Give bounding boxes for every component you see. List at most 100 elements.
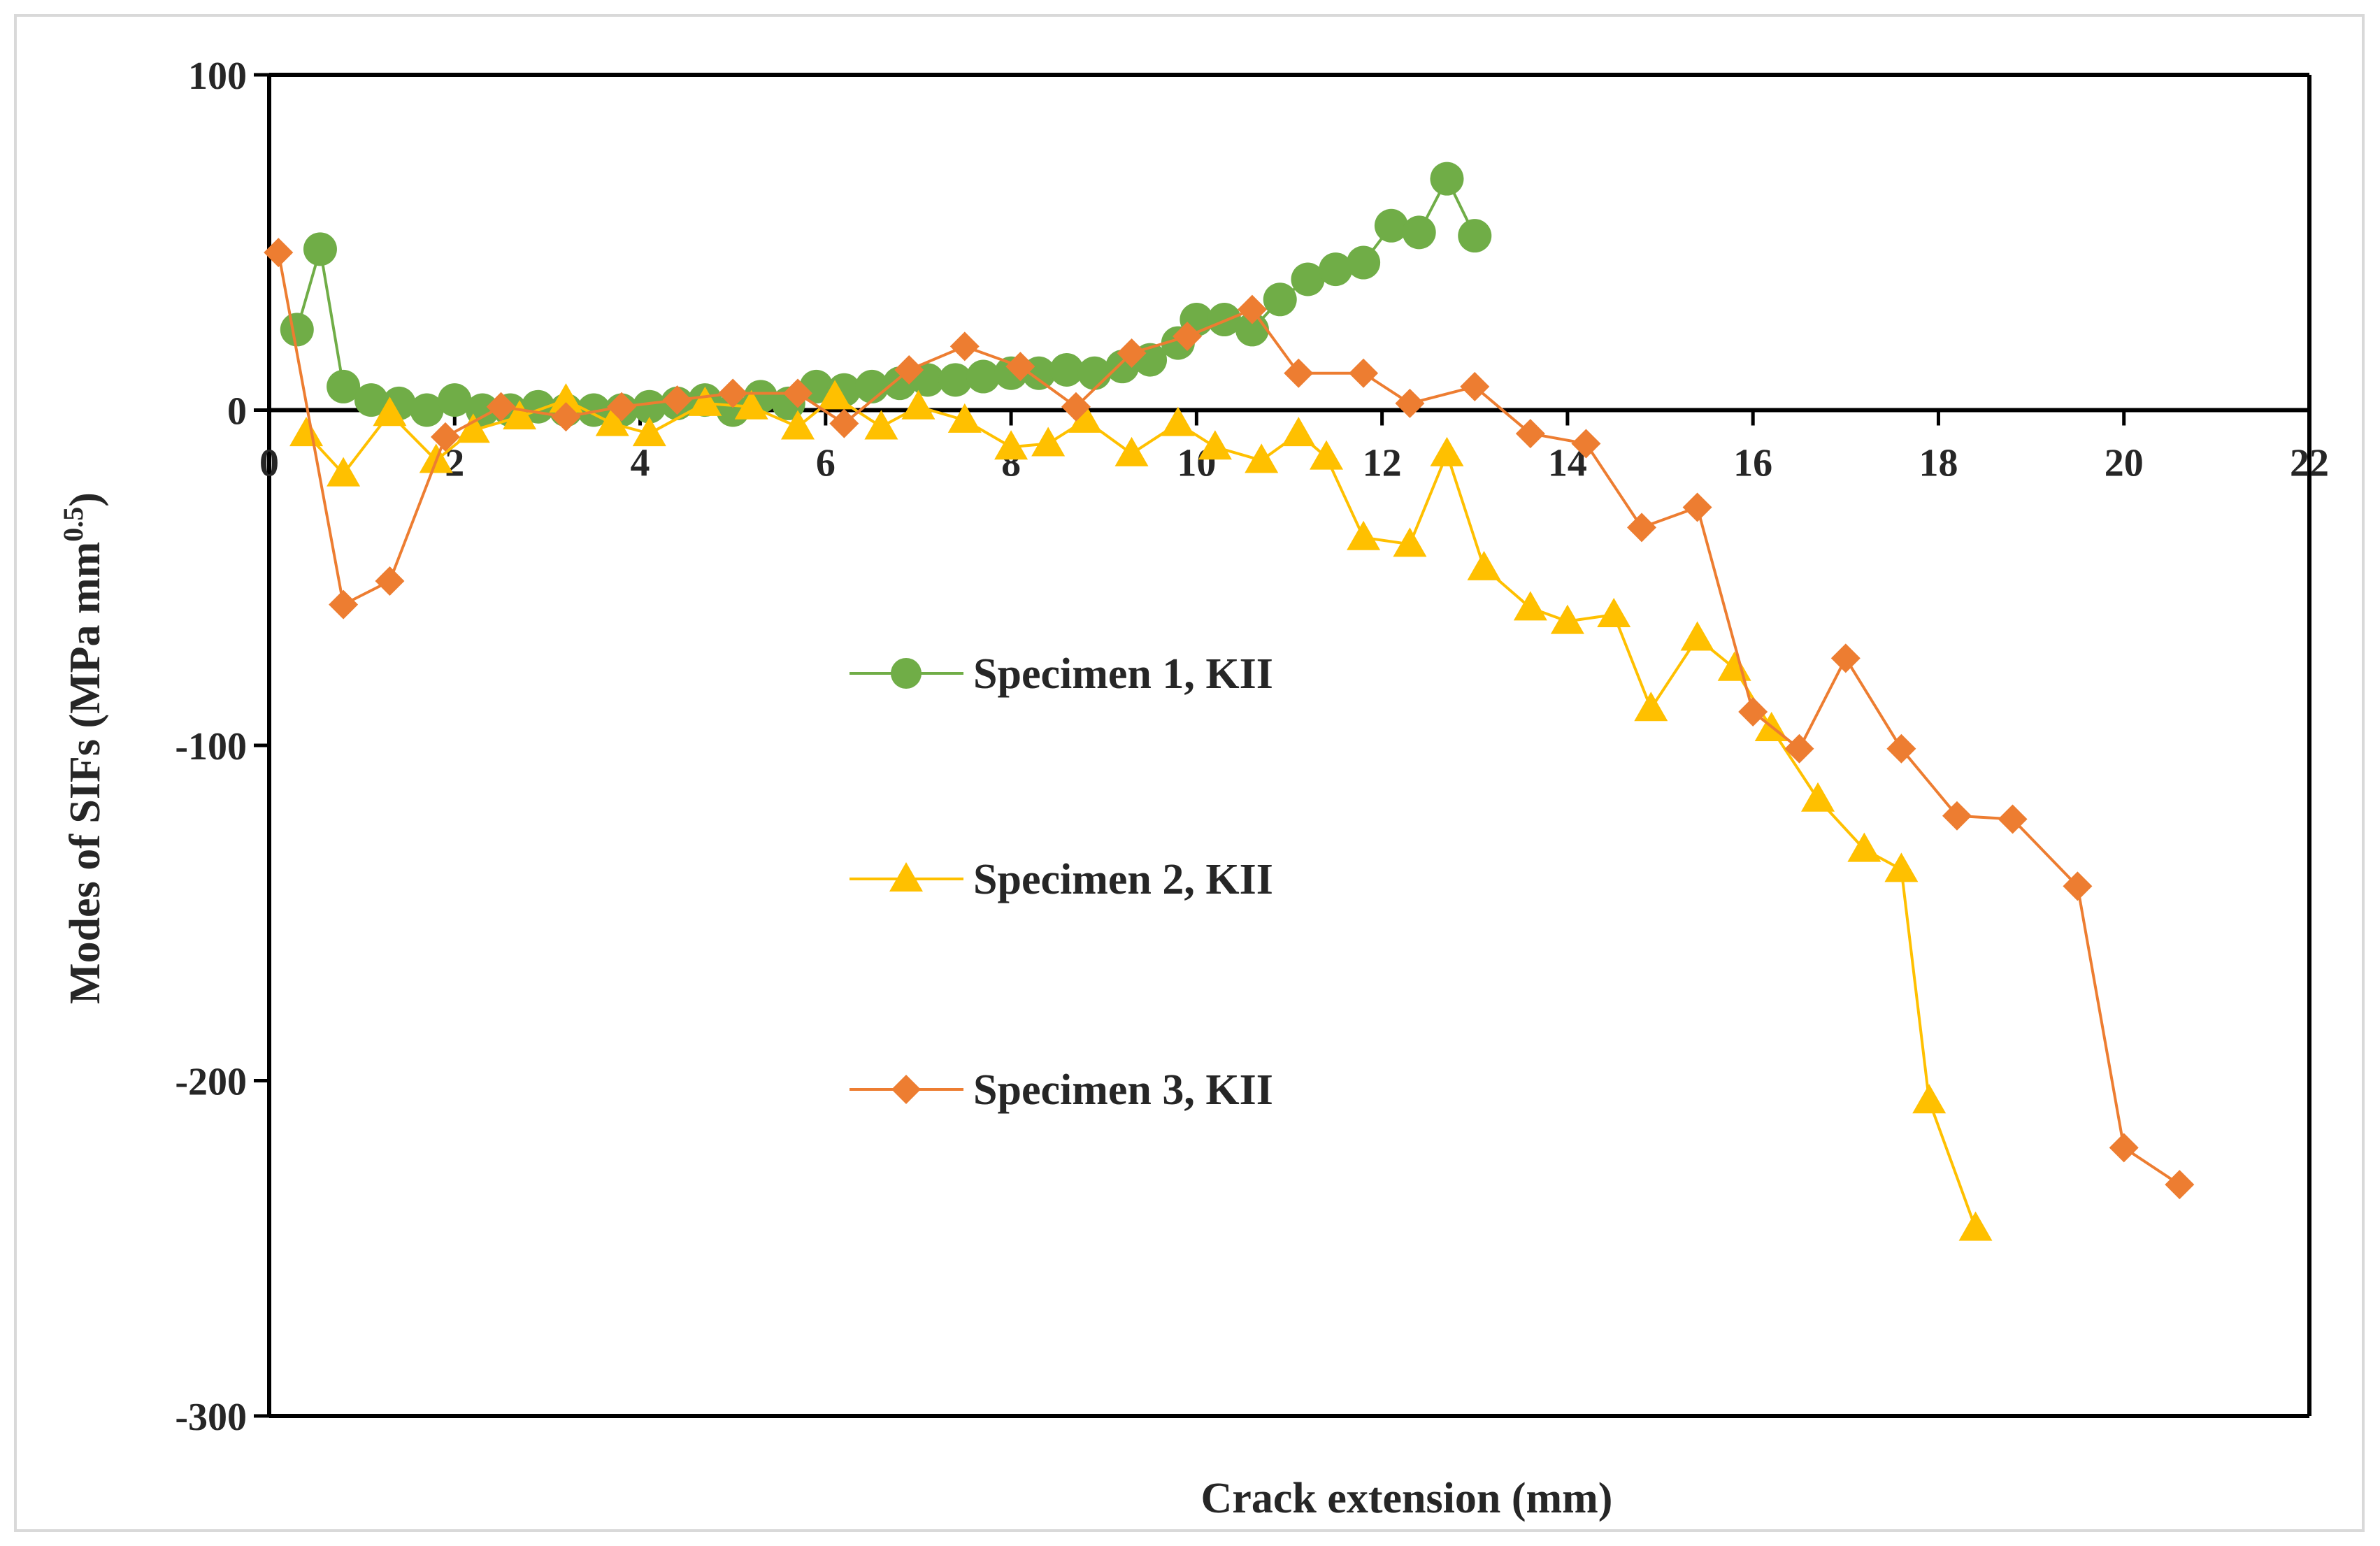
- data-point: [1634, 692, 1668, 722]
- data-point: [864, 410, 898, 440]
- y-tick-label: -200: [175, 1061, 247, 1104]
- data-point: [783, 378, 813, 408]
- y-axis-title-main: Modes of SIFs (MPa mm: [62, 542, 109, 1004]
- data-point: [1349, 358, 1379, 388]
- data-point: [632, 417, 666, 447]
- x-tick-label: 12: [1363, 442, 1402, 485]
- data-point: [1068, 403, 1103, 433]
- data-point: [718, 378, 748, 408]
- x-tick-label: 22: [2290, 442, 2329, 485]
- axes: [267, 73, 2311, 1418]
- data-point: [1430, 162, 1464, 196]
- data-point: [994, 430, 1028, 460]
- data-point: [595, 406, 629, 436]
- data-point: [1347, 245, 1381, 280]
- data-point: [781, 410, 815, 440]
- data-point: [354, 383, 388, 417]
- data-point: [734, 389, 768, 420]
- x-tick-label: 4: [631, 442, 650, 485]
- data-point: [329, 589, 359, 620]
- data-point: [1291, 262, 1325, 296]
- data-point: [438, 383, 472, 417]
- data-point: [1310, 440, 1344, 470]
- series-layer: [264, 162, 2195, 1241]
- legend-marker-triangle-icon: [889, 862, 923, 892]
- data-point: [1597, 597, 1631, 627]
- x-tick-label: 0: [259, 442, 279, 485]
- legend-label-specimen-2: Specimen 2, KII: [973, 856, 1273, 903]
- data-point: [1571, 429, 1601, 459]
- data-point: [1319, 252, 1353, 287]
- data-point: [1393, 527, 1427, 557]
- data-point: [632, 389, 666, 424]
- data-point: [486, 392, 516, 422]
- data-point: [1784, 733, 1814, 764]
- data-point: [1061, 392, 1091, 422]
- data-point: [1077, 356, 1112, 390]
- chart-frame: [14, 14, 2365, 1532]
- data-point: [1284, 358, 1314, 388]
- data-point: [1237, 294, 1267, 324]
- data-point: [410, 393, 444, 427]
- y-axis-title-close: ): [62, 492, 109, 507]
- series-specimen-1-kii: [280, 162, 1492, 427]
- data-point: [327, 457, 361, 487]
- data-point: [289, 417, 324, 447]
- y-tick-label: 0: [227, 390, 247, 434]
- data-point: [1282, 417, 1316, 447]
- data-point: [1395, 388, 1425, 418]
- data-point: [1627, 513, 1657, 543]
- data-point: [1942, 801, 1972, 831]
- data-point: [303, 232, 337, 266]
- x-tick-label: 16: [1733, 442, 1772, 485]
- data-point: [1173, 322, 1203, 352]
- data-point: [1031, 427, 1066, 457]
- data-point: [1005, 352, 1035, 382]
- legend-marker-diamond-icon: [891, 1075, 921, 1104]
- data-point: [1998, 804, 2028, 834]
- data-point: [1801, 782, 1835, 812]
- data-point: [966, 359, 1001, 394]
- data-point: [1161, 406, 1195, 436]
- y-axis-title-sup: 0.5: [57, 507, 89, 542]
- data-point: [2063, 871, 2093, 901]
- legend-item-specimen-3: Specimen 3, KII: [850, 1066, 1273, 1114]
- data-point: [829, 408, 859, 438]
- x-tick-label: 6: [816, 442, 836, 485]
- y-tick-label: 100: [188, 55, 247, 98]
- data-point: [1347, 520, 1381, 550]
- data-point: [373, 396, 407, 427]
- legend-item-specimen-2: Specimen 2, KII: [850, 856, 1273, 903]
- x-tick-label: 18: [1919, 442, 1958, 485]
- data-point: [280, 313, 314, 347]
- legend-marker-circle-icon: [891, 658, 922, 689]
- data-point: [2109, 1133, 2139, 1163]
- data-point: [1198, 430, 1232, 460]
- data-point: [938, 363, 973, 397]
- data-point: [688, 386, 722, 416]
- data-point: [1912, 1084, 1947, 1114]
- data-point: [1402, 215, 1436, 250]
- data-point: [1245, 443, 1279, 473]
- data-point: [1682, 492, 1712, 522]
- data-point: [1114, 436, 1149, 466]
- data-point: [549, 383, 583, 413]
- legend: Specimen 1, KII Specimen 2, KII Specimen…: [850, 650, 1273, 1114]
- data-point: [327, 369, 361, 403]
- series-specimen-3-kii: [264, 238, 2195, 1200]
- data-point: [1263, 282, 1297, 317]
- data-point: [1738, 697, 1768, 727]
- data-point: [551, 402, 581, 432]
- data-point: [1467, 550, 1501, 580]
- data-point: [818, 380, 852, 410]
- x-tick-label: 20: [2105, 442, 2144, 485]
- data-point: [949, 331, 980, 362]
- data-point: [1886, 733, 1916, 764]
- data-point: [662, 385, 692, 415]
- data-point: [431, 422, 461, 452]
- y-tick-label: -300: [175, 1396, 247, 1439]
- data-point: [1680, 621, 1714, 651]
- data-point: [1847, 832, 1881, 862]
- data-point: [1884, 852, 1919, 882]
